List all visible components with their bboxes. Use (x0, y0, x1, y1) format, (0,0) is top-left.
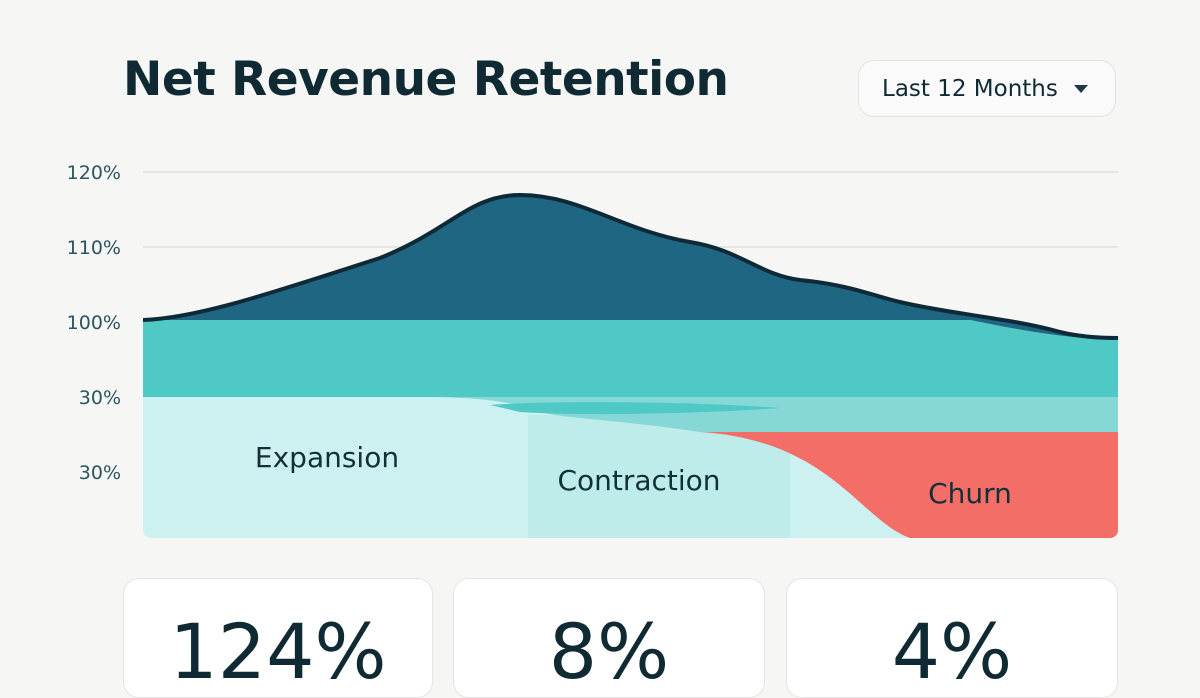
churn-area (700, 432, 1118, 538)
axis-label: 30% (79, 387, 121, 409)
kpi-card: 8% (453, 578, 765, 698)
page: Net Revenue Retention Last 12 Months 120… (66, 52, 1118, 698)
axis-label: 120% (67, 162, 121, 184)
axis-label: 30% (79, 462, 121, 484)
kpi-value: 124% (169, 607, 387, 696)
nrr-line (143, 192, 1118, 340)
page-title: Net Revenue Retention (123, 52, 729, 107)
chart: 120% 110% 100% 30% 30% Expansion Contrac… (67, 162, 1118, 538)
contraction-ribbon (490, 402, 780, 415)
kpi-card: 4% (786, 578, 1118, 698)
kpi-value: 4% (891, 607, 1013, 696)
axis-label: 100% (67, 312, 121, 334)
dropdown-caret (1073, 84, 1088, 93)
kpi-value: 8% (548, 607, 670, 696)
range-label: Last 12 Months (882, 75, 1058, 102)
area-label: Churn (928, 477, 1012, 510)
range-dropdown[interactable]: Last 12 Months (858, 60, 1116, 117)
contraction-area (528, 415, 790, 538)
kpi-card: 124% (123, 578, 433, 698)
area-label: Expansion (255, 441, 399, 474)
retained-band (143, 320, 1118, 397)
axis-label: 110% (67, 237, 121, 259)
expansion-peak-area (143, 195, 1118, 340)
area-label: Contraction (557, 464, 720, 497)
